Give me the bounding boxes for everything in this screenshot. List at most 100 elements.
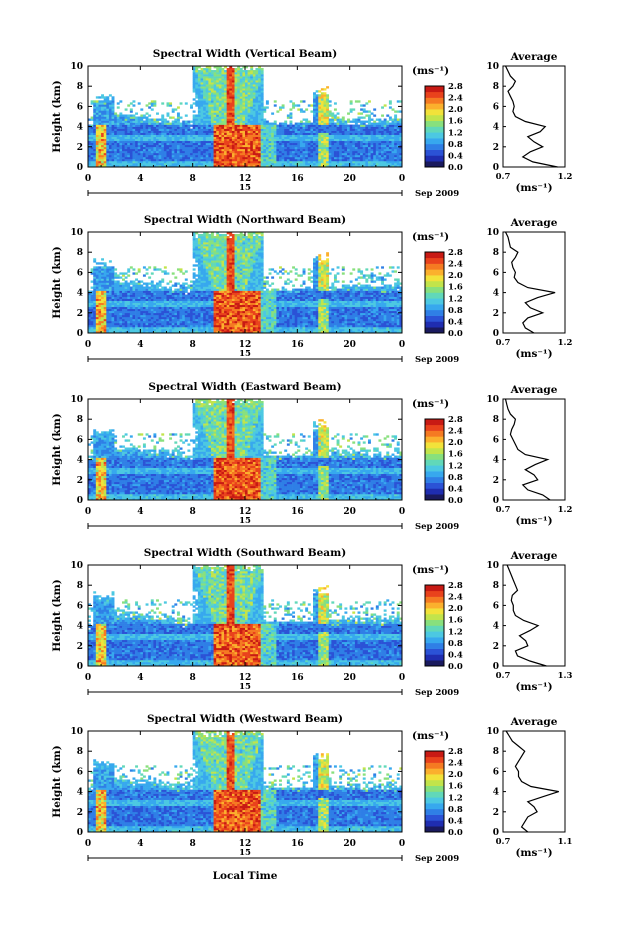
heatmap-cell [392,163,395,165]
heatmap-cell [392,108,395,110]
heatmap-cell [214,78,217,80]
heatmap-cell [101,133,104,135]
heatmap-cell [261,100,264,102]
heatmap-cell [258,80,261,82]
heatmap-cell [119,119,122,121]
heatmap-cell [324,129,327,131]
heatmap-cell [206,149,209,151]
heatmap-cell [214,121,217,123]
heatmap-cell [195,70,198,72]
heatmap-cell [93,112,96,114]
heatmap-cell [167,293,170,295]
heatmap-cell [112,303,115,305]
heatmap-cell [284,125,287,127]
heatmap-cell [216,139,219,141]
heatmap-cell [373,157,376,159]
heatmap-cell [130,141,133,143]
heatmap-cell [119,329,122,331]
heatmap-cell [172,139,175,141]
heatmap-cell [109,266,112,268]
heatmap-cell [263,143,266,145]
heatmap-cell [211,110,214,112]
heatmap-cell [381,135,384,137]
heatmap-cell [266,149,269,151]
heatmap-cell [219,84,222,86]
heatmap-cell [156,159,159,161]
heatmap-cell [146,303,149,305]
heatmap-cell [227,137,230,139]
heatmap-cell [384,137,387,139]
heatmap-cell [135,145,138,147]
heatmap-cell [384,151,387,153]
heatmap-cell [292,159,295,161]
heatmap-cell [125,163,128,165]
heatmap-cell [392,133,395,135]
heatmap-cell [371,137,374,139]
heatmap-cell [114,161,117,163]
heatmap-cell [130,108,133,110]
heatmap-cell [276,131,279,133]
heatmap-cell [221,102,224,104]
heatmap-cell [164,141,167,143]
heatmap-cell [180,141,183,143]
heatmap-cell [235,84,238,86]
heatmap-cell [242,76,245,78]
heatmap-cell [201,157,204,159]
heatmap-cell [331,151,334,153]
heatmap-cell [248,161,251,163]
heatmap-cell [253,90,256,92]
heatmap-cell [114,125,117,127]
heatmap-cell [237,108,240,110]
heatmap-cell [232,121,235,123]
heatmap-cell [368,135,371,137]
heatmap-cell [211,145,214,147]
heatmap-cell [153,149,156,151]
heatmap-cell [289,151,292,153]
heatmap-cell [326,151,329,153]
heatmap-cell [266,143,269,145]
heatmap-cell [182,131,185,133]
heatmap-cell [195,143,198,145]
heatmap-cell [114,155,117,157]
heatmap-cell [360,151,363,153]
heatmap-cell [201,127,204,129]
heatmap-cell [127,131,130,133]
heatmap-cell [211,94,214,96]
heatmap-cell [381,143,384,145]
heatmap-cell [342,161,345,163]
heatmap-cell [93,129,96,131]
heatmap-cell [146,163,149,165]
heatmap-cell [180,163,183,165]
heatmap-cell [169,155,172,157]
heatmap-cell [214,102,217,104]
heatmap-cell [91,129,94,131]
heatmap-cell [269,123,272,125]
heatmap-cell [106,301,109,303]
heatmap-cell [153,327,156,329]
heatmap-cell [368,159,371,161]
heatmap-cell [305,137,308,139]
heatmap-cell [98,287,101,289]
heatmap-cell [292,125,295,127]
heatmap-cell [245,104,248,106]
heatmap-cell [339,149,342,151]
heatmap-cell [258,84,261,86]
heatmap-cell [167,145,170,147]
heatmap-cell [148,141,151,143]
heatmap-cell [101,283,104,285]
heatmap-cell [122,155,125,157]
heatmap-cell [96,329,99,331]
heatmap-cell [214,153,217,155]
heatmap-cell [125,117,128,119]
heatmap-cell [177,268,180,270]
heatmap-cell [130,102,133,104]
heatmap-cell [140,321,143,323]
heatmap-cell [159,283,162,285]
heatmap-cell [187,157,190,159]
heatmap-cell [156,137,159,139]
heatmap-cell [151,139,154,141]
heatmap-cell [185,299,188,301]
heatmap-cell [245,88,248,90]
heatmap-cell [112,323,115,325]
heatmap-cell [248,80,251,82]
